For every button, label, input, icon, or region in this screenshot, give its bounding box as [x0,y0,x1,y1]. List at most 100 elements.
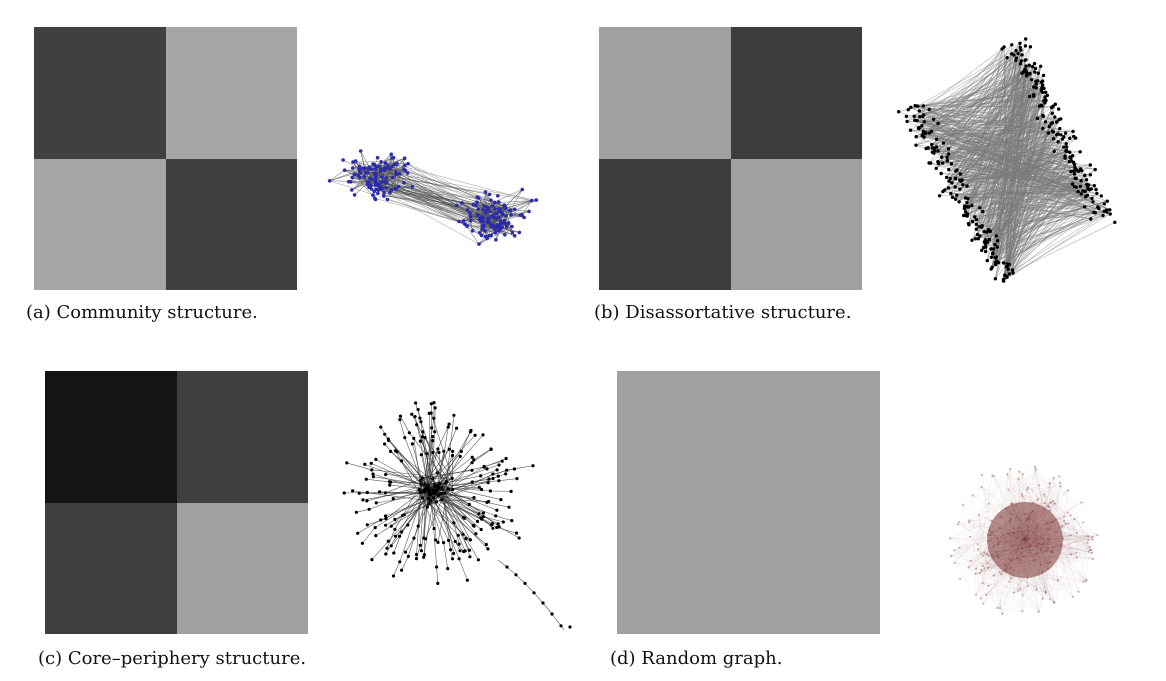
graph-edge [997,585,1028,609]
graph-edge [357,519,381,534]
graph-edge [461,430,472,452]
graph-node [1086,187,1090,191]
graph-edge [465,538,479,560]
graph-edge [1038,519,1075,612]
graph-node [920,124,924,128]
graph-node [510,230,515,235]
graph-edge [933,147,1091,176]
graph-node [1012,53,1016,57]
graph-node [997,538,1000,542]
graph-edge [965,197,1091,220]
graph-node [488,489,492,493]
graph-edge [968,136,1064,208]
graph-node [927,161,931,165]
graph-node [493,200,497,205]
graph-node [384,514,388,518]
graph-node [990,531,993,534]
graph-node [382,166,387,170]
graph-node [1016,548,1019,551]
graph-edge [1050,502,1078,533]
graph-node [435,565,439,569]
graph-node [1003,549,1006,552]
graph-node [953,197,958,201]
graph-node [1076,169,1081,173]
graph-node [985,240,990,244]
graph-node [1001,612,1004,616]
graph-node [1028,45,1033,49]
graph-node [471,202,476,207]
graph-node [1105,199,1109,203]
graph-node [361,498,365,502]
graph-node [1072,162,1077,167]
graph-edge [430,494,437,568]
graph-edge [390,481,442,490]
graph-node [435,471,439,475]
graph-node [974,222,979,227]
graph-edge [950,193,1085,208]
graph-edge [915,105,1052,108]
graph-edge [329,169,345,182]
graph-node [993,262,998,267]
graph-node [1041,126,1045,131]
graph-edge [387,199,466,225]
graph-node [410,412,414,416]
graph-edge [1048,506,1071,516]
graph-node [342,168,347,172]
graph-node [1022,531,1025,534]
graph-edge [483,516,504,523]
matrix-cell [34,27,166,159]
graph-node [1018,559,1022,562]
graph-node [360,541,364,545]
graph-node [904,114,909,119]
graph-edge [985,164,1075,241]
graph-edge [914,120,1052,125]
graph-node [1086,541,1089,544]
graph-node [1052,149,1056,153]
graph-node [944,175,949,180]
graph-node [953,185,957,189]
graph-edge [968,567,1046,594]
graph-node [1082,205,1087,209]
graph-node [1026,523,1029,526]
graph-node [1082,580,1085,583]
graph-node [1051,130,1056,134]
graph-node [989,247,993,251]
graph-node [1019,588,1022,591]
graph-node [431,450,435,455]
graph-edge [1019,471,1045,495]
graph-node [436,447,440,451]
graph-node [1053,102,1057,106]
graph-node [1033,465,1037,468]
graph-node [956,523,959,526]
graph-node [476,558,480,562]
graph-edge [480,469,498,477]
graph-node [452,551,456,556]
graph-node [1035,588,1038,591]
graph-edge [506,465,534,471]
graph-edge [498,478,518,481]
graph-node [981,564,985,567]
graph-node [433,491,437,495]
graph-node [1063,156,1067,160]
graph-node [1016,589,1020,592]
graph-edge [923,57,1008,107]
graph-node [998,607,1002,610]
matrix-cell [34,158,166,290]
graph-node [1008,557,1011,560]
graph-edge [394,497,434,520]
graph-node [391,574,396,578]
graph-node [436,581,440,585]
graph-node [957,521,961,524]
graph-node [1000,573,1003,576]
graph-node [1060,137,1065,141]
graph-node [909,105,913,110]
graph-node [916,126,921,130]
graph-node [425,452,429,456]
graph-node [1011,271,1015,275]
graph-edge [393,561,401,577]
graph-node [950,181,954,185]
graph-node [1034,82,1038,86]
graph-node [389,188,394,192]
graph-node [486,218,491,222]
graph-node [475,213,480,217]
